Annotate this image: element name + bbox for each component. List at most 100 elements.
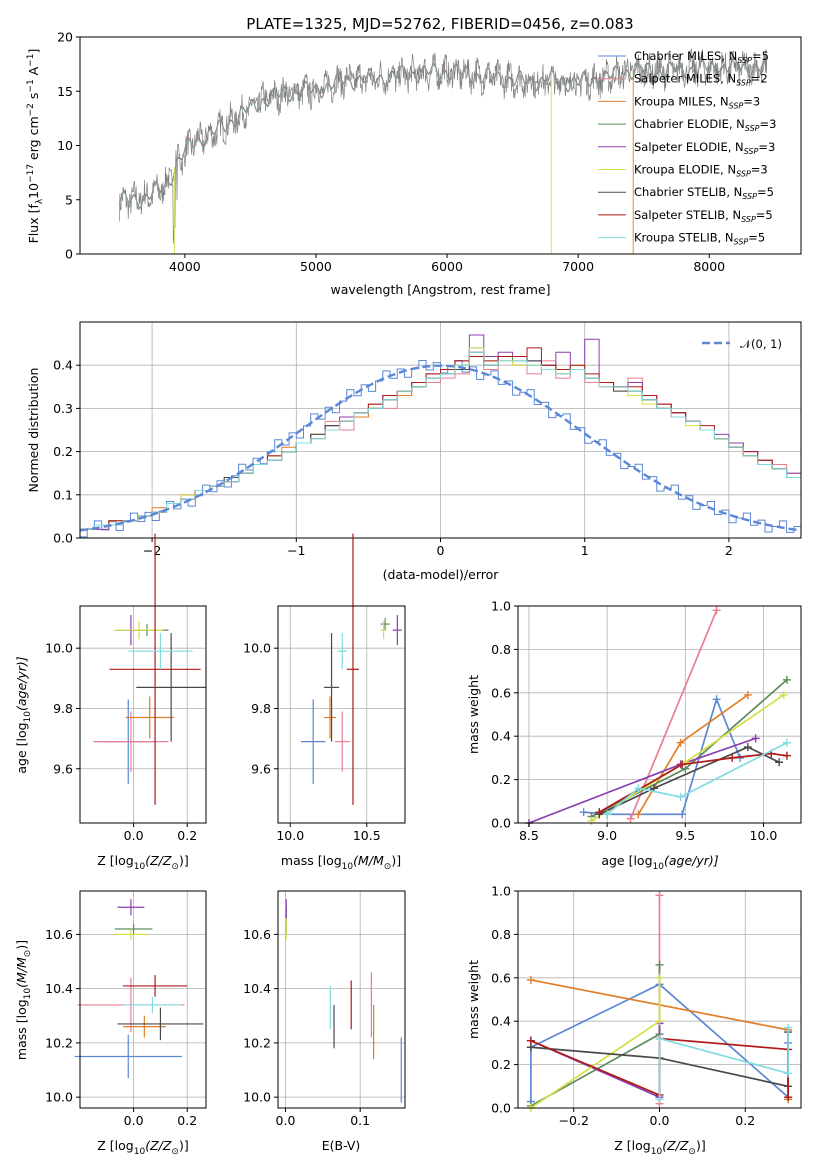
age-z-ytick-label: 9.8 [53, 701, 73, 716]
mass-ebv-ytick-label: 10.4 [243, 981, 271, 996]
mass-ebv-xtick-label: 0.1 [350, 1113, 370, 1128]
spectrum-xtick-label: 4000 [169, 259, 201, 274]
weight-age-line-kroupa_stelib [606, 741, 788, 815]
legend-label-chabrier_miles: Chabrier MILES, NSSP=5 [634, 49, 769, 65]
weight-z-marker-kroupa_stelib [655, 1095, 664, 1104]
weight-age-ytick-label: 0.0 [491, 816, 511, 831]
residuals-normal-curve [80, 364, 801, 532]
weight-age-xtick-label: 10.0 [750, 828, 778, 843]
age-mass-xtick-label: 10.5 [353, 828, 381, 843]
weight-z-ytick-label: 1.0 [491, 884, 511, 899]
weight-z-ytick-label: 0.4 [491, 1014, 511, 1029]
weight-age-xlabel: age [log10(age/yr)] [601, 853, 718, 872]
age-z-ytick-label: 10.0 [45, 641, 73, 656]
weight-z-xlabel: Z [log10(Z/Z⊙)] [614, 1138, 705, 1157]
mass-ebv-ytick-label: 10.6 [243, 927, 271, 942]
age-mass-frame [277, 605, 406, 824]
residuals-ytick-label: 0.0 [53, 531, 73, 546]
weight-age-marker-kroupa_stelib [603, 810, 612, 819]
mass-z-ylabel: mass [log10(M/M⊙)] [14, 940, 33, 1060]
weight-age-marker-salpeter_miles [626, 814, 635, 823]
mass-z-ytick-label: 10.0 [45, 1090, 73, 1105]
mass-ebv-ytick-label: 10.2 [243, 1035, 271, 1050]
weight-age-ytick-label: 1.0 [491, 599, 511, 614]
residuals-ytick-label: 0.3 [53, 401, 73, 416]
legend-label-kroupa_miles: Kroupa MILES, NSSP=3 [634, 94, 760, 110]
weight-z-marker-kroupa_miles [526, 975, 535, 984]
weight-z-marker-salpeter_stelib [526, 1036, 535, 1045]
weight-age-marker-salpeter_stelib [678, 760, 687, 769]
residuals-xtick-label: 1 [581, 543, 589, 558]
residuals-legend-label: 𝒩(0, 1) [740, 337, 782, 351]
weight-age-marker-salpeter_stelib [728, 753, 737, 762]
legend-label-kroupa_elodie: Kroupa ELODIE, NSSP=3 [634, 163, 768, 179]
residuals-xtick-label: 2 [725, 543, 733, 558]
weight-age-line-salpeter_miles [629, 610, 718, 819]
legend-label-chabrier_elodie: Chabrier ELODIE, NSSP=3 [634, 117, 776, 133]
weight-z-ytick-label: 0.0 [491, 1101, 511, 1116]
residuals-ytick-label: 0.1 [53, 487, 73, 502]
residuals-xtick-label: −2 [143, 543, 161, 558]
spectrum-model-kroupa_stelib [118, 57, 768, 210]
weight-z-marker-salpeter_miles [655, 891, 664, 900]
weight-age-marker-salpeter_stelib [782, 751, 791, 760]
mass-z-ytick-label: 10.4 [45, 981, 73, 996]
weight-age-marker-salpeter_elodie [751, 734, 760, 743]
mass-z-xtick-label: 0.0 [124, 1113, 144, 1128]
residuals-steps [80, 334, 801, 538]
mass-z-xtick-label: 0.2 [177, 1113, 197, 1128]
age-mass-ytick-label: 9.6 [251, 761, 271, 776]
weight-age-marker-chabrier_stelib [743, 743, 752, 752]
age-mass-xlabel: mass [log10(M/M⊙)] [281, 853, 401, 872]
spectrum-ytick-label: 10 [57, 138, 73, 153]
residuals-ytick-label: 0.2 [53, 444, 73, 459]
mass-z-ytick-label: 10.6 [45, 927, 73, 942]
weight-age-ytick-label: 0.6 [491, 685, 511, 700]
mass-z-frame [79, 890, 207, 1109]
weight-age-ytick-label: 0.8 [491, 642, 511, 657]
weight-age-marker-chabrier_miles [712, 695, 721, 704]
mass-ebv-xlabel: E(B-V) [322, 1138, 361, 1153]
age-z-xtick-label: 0.0 [124, 828, 144, 843]
weight-age-marker-kroupa_miles [676, 738, 685, 747]
weight-z-marker-kroupa_elodie [655, 973, 664, 982]
weight-z-ylabel: mass weight [466, 960, 481, 1039]
spectrum-legend: Chabrier MILES, NSSP=5 Salpeter MILES, NS… [598, 49, 776, 247]
mass-z-ytick-label: 10.2 [45, 1035, 73, 1050]
weight-z-line-kroupa_stelib [658, 1027, 789, 1100]
weight-age-marker-chabrier_stelib [775, 758, 784, 767]
weight-z-marker-chabrier_elodie [655, 960, 664, 969]
age-z-panel: 0.0 0.2 9.6 9.8 10.0 Z [log10(Z/Z⊙)] age [log1… [14, 533, 207, 872]
weight-age-xtick-label: 8.5 [519, 828, 539, 843]
spectrum-ytick-label: 0 [65, 247, 73, 262]
age-mass-ytick-label: 10.0 [243, 641, 271, 656]
weight-age-marker-kroupa_stelib [634, 784, 643, 793]
weight-age-marker-kroupa_miles [743, 690, 752, 699]
spectrum-ytick-label: 20 [57, 30, 73, 45]
weight-z-ytick-label: 0.2 [491, 1057, 511, 1072]
spectrum-xtick-label: 5000 [300, 259, 332, 274]
weight-age-ylabel: mass weight [466, 675, 481, 754]
age-z-frame [79, 605, 207, 824]
residuals-hist-kroupa_stelib [80, 351, 801, 538]
weight-z-marker-kroupa_elodie [655, 1017, 664, 1026]
age-z-xtick-label: 0.2 [177, 828, 197, 843]
legend-label-salpeter_stelib: Salpeter STELIB, NSSP=5 [634, 208, 773, 224]
mass-ebv-panel: 0.0 0.1 10.0 10.2 10.4 10.6 E(B-V) [243, 890, 406, 1153]
residuals-xtick-label: 0 [437, 543, 445, 558]
weight-age-marker-kroupa_stelib [676, 792, 685, 801]
weight-age-marker-kroupa_stelib [782, 738, 791, 747]
residuals-ytick-label: 0.4 [53, 358, 73, 373]
weight-z-ytick-label: 0.6 [491, 970, 511, 985]
weight-age-xtick-label: 9.0 [597, 828, 617, 843]
weight-age-ytick-label: 0.2 [491, 772, 511, 787]
age-mass-panel: 10.0 10.5 9.6 9.8 10.0 mass [log10(M/M⊙)] [243, 533, 406, 872]
residuals-panel: −2 −1 0 1 2 0.0 0.1 0.2 0.3 0.4 (data-model)/error… [26, 321, 802, 582]
weight-z-panel: −0.2 0.0 0.2 0.0 0.2 0.4 0.6 0.8 1.0 mass weight Z… [466, 884, 802, 1157]
weight-age-marker-kroupa_elodie [779, 690, 788, 699]
mass-z-xlabel: Z [log10(Z/Z⊙)] [97, 1138, 188, 1157]
spectrum-xlabel: wavelength [Angstrom, rest frame] [330, 282, 550, 297]
weight-z-marker-kroupa_stelib [784, 1069, 793, 1078]
